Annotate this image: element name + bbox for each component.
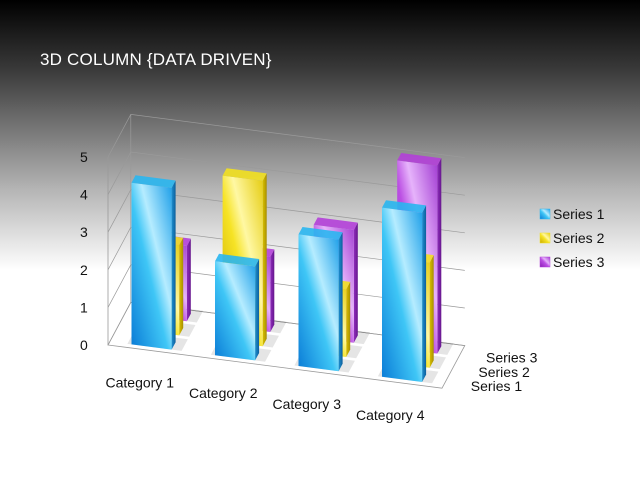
legend-label: Series 3: [553, 254, 605, 270]
legend-item: Series 1: [539, 206, 605, 222]
bar-front: [298, 234, 339, 372]
bar-top: [131, 175, 176, 188]
y-tick-label: 2: [80, 262, 88, 278]
floor-outline: [107, 301, 466, 389]
bar-side: [186, 238, 191, 322]
y-tick-label: 1: [80, 299, 88, 315]
bar-side: [422, 205, 427, 382]
bar-side: [270, 249, 275, 332]
y-tick-label: 4: [80, 187, 88, 203]
bar-side: [179, 237, 184, 336]
bar-front: [215, 261, 256, 361]
gridline: [107, 114, 465, 158]
bar-top: [215, 253, 260, 267]
bar-side: [262, 173, 267, 347]
legend-swatch: [539, 256, 551, 268]
series-axis-label: Series 2: [478, 364, 530, 380]
series-axis-label: Series 1: [471, 378, 523, 394]
bar: [127, 175, 188, 351]
bar-top: [298, 227, 343, 240]
bar-side: [255, 259, 260, 361]
y-tick-label: 5: [80, 149, 88, 165]
bar-side: [429, 255, 434, 368]
bar-front: [382, 207, 423, 382]
category-label: Category 1: [106, 374, 175, 390]
legend-item: Series 3: [539, 254, 605, 270]
slide-title: 3D COLUMN {DATA DRIVEN}: [40, 50, 272, 69]
category-label: Category 3: [273, 396, 342, 412]
bar: [294, 227, 355, 373]
category-label: Category 4: [356, 407, 425, 423]
bar: [377, 200, 439, 384]
bar-side: [353, 222, 358, 343]
legend-swatch: [539, 208, 551, 220]
y-tick-label: 0: [80, 337, 88, 353]
bar-side: [171, 180, 176, 350]
bar-top: [397, 153, 442, 166]
y-tick-label: 3: [80, 224, 88, 240]
legend-item: Series 2: [539, 230, 605, 246]
legend-label: Series 1: [553, 206, 605, 222]
category-label: Category 2: [189, 385, 258, 401]
bar-top: [222, 168, 267, 181]
legend: Series 1 Series 2 Series 3: [539, 206, 605, 270]
bar-side: [346, 281, 351, 357]
legend-label: Series 2: [553, 230, 605, 246]
bar: [210, 253, 272, 362]
series-axis-label: Series 3: [486, 350, 538, 366]
bar-top: [382, 200, 427, 213]
bar-top: [313, 217, 358, 230]
legend-swatch: [539, 232, 551, 244]
bar-front: [131, 182, 172, 350]
bar-side: [338, 232, 343, 372]
bar-side: [437, 158, 442, 354]
